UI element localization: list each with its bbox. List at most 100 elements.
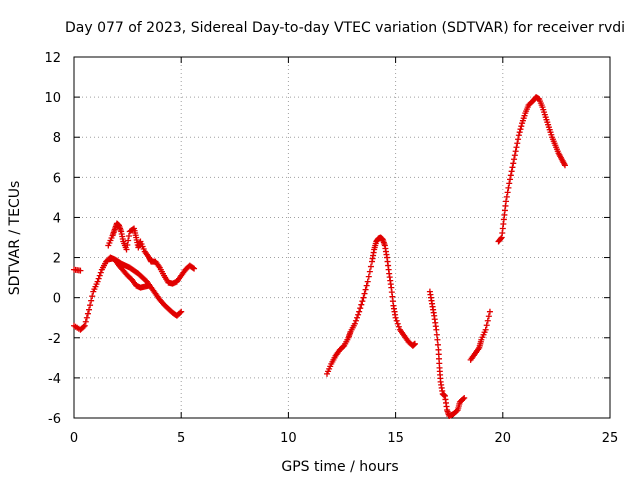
series-track-g bbox=[495, 94, 568, 245]
data-point bbox=[515, 136, 522, 143]
data-point bbox=[356, 308, 363, 315]
data-point bbox=[482, 326, 489, 333]
x-tick-labels: 0 5 10 15 20 25 bbox=[70, 431, 618, 446]
x-tick-label: 25 bbox=[602, 431, 619, 446]
data-point bbox=[123, 246, 130, 253]
data-point bbox=[483, 322, 490, 329]
data-point bbox=[97, 269, 104, 276]
data-point bbox=[357, 305, 364, 312]
series-track-a-start bbox=[71, 266, 84, 274]
series-track-c bbox=[105, 255, 185, 319]
data-point bbox=[94, 278, 101, 285]
x-tick-label: 10 bbox=[280, 431, 297, 446]
data-point bbox=[515, 132, 522, 139]
data-point bbox=[394, 320, 401, 327]
data-point bbox=[503, 198, 510, 205]
data-point bbox=[178, 308, 185, 315]
data-point bbox=[80, 323, 87, 330]
data-point bbox=[367, 263, 374, 270]
tick-layer bbox=[73, 56, 611, 419]
plot-frame bbox=[73, 56, 611, 419]
y-axis-label: SDTVAR / TECUs bbox=[7, 181, 23, 296]
data-point bbox=[486, 308, 493, 315]
data-point bbox=[395, 323, 402, 330]
x-tick-label: 0 bbox=[70, 431, 78, 446]
data-point bbox=[433, 331, 440, 338]
data-point bbox=[364, 278, 371, 285]
y-tick-label: -4 bbox=[48, 372, 61, 387]
series-track-f bbox=[467, 308, 493, 363]
data-point bbox=[86, 306, 93, 313]
data-point bbox=[509, 164, 516, 171]
data-point bbox=[507, 172, 514, 179]
data-point bbox=[351, 320, 358, 327]
data-point bbox=[411, 340, 418, 347]
x-tick-label: 5 bbox=[177, 431, 185, 446]
series-track-e bbox=[426, 288, 468, 419]
grid-layer bbox=[74, 57, 610, 418]
data-point bbox=[124, 242, 131, 249]
data-point bbox=[366, 268, 373, 275]
series-track-b bbox=[105, 220, 198, 287]
data-point bbox=[484, 317, 491, 324]
series-track-a bbox=[71, 254, 153, 333]
data-marks bbox=[71, 94, 568, 419]
data-point bbox=[191, 265, 198, 272]
data-point bbox=[177, 309, 184, 316]
data-point bbox=[434, 341, 441, 348]
data-point bbox=[508, 168, 515, 175]
data-point bbox=[504, 189, 511, 196]
data-point bbox=[511, 152, 518, 159]
data-point bbox=[514, 140, 521, 147]
data-point bbox=[354, 314, 361, 321]
data-point bbox=[561, 162, 568, 169]
data-point bbox=[506, 180, 513, 187]
data-point bbox=[95, 275, 102, 282]
data-point bbox=[87, 302, 94, 309]
y-tick-label: 6 bbox=[53, 171, 61, 186]
data-point bbox=[485, 313, 492, 320]
data-point bbox=[189, 264, 196, 271]
data-point bbox=[433, 326, 440, 333]
y-tick-label: 4 bbox=[53, 211, 61, 226]
data-point bbox=[513, 144, 520, 151]
y-tick-label: -6 bbox=[48, 412, 61, 427]
data-point bbox=[434, 336, 441, 343]
data-point bbox=[340, 343, 347, 350]
data-point bbox=[517, 126, 524, 133]
y-tick-label: 0 bbox=[53, 292, 61, 307]
data-point bbox=[359, 298, 366, 305]
data-point bbox=[83, 314, 90, 321]
data-point bbox=[96, 272, 103, 279]
data-point bbox=[362, 286, 369, 293]
y-tick-labels: -6 -4 -2 0 2 4 6 8 10 12 bbox=[44, 51, 61, 427]
data-point bbox=[355, 311, 362, 318]
x-tick-label: 15 bbox=[387, 431, 404, 446]
data-point bbox=[393, 317, 400, 324]
data-point bbox=[503, 193, 510, 200]
y-tick-label: 12 bbox=[44, 51, 61, 66]
data-point bbox=[518, 123, 525, 130]
data-point bbox=[511, 156, 518, 163]
data-point bbox=[84, 310, 91, 317]
series-track-d bbox=[323, 234, 418, 377]
x-tick-label: 20 bbox=[495, 431, 512, 446]
data-point bbox=[82, 318, 89, 325]
data-point bbox=[453, 407, 460, 414]
data-point bbox=[507, 176, 514, 183]
x-axis-label: GPS time / hours bbox=[281, 459, 398, 475]
y-tick-label: 2 bbox=[53, 252, 61, 267]
y-tick-label: 10 bbox=[44, 91, 61, 106]
data-point bbox=[358, 301, 365, 308]
data-point bbox=[516, 129, 523, 136]
y-tick-label: -2 bbox=[48, 332, 61, 347]
data-point bbox=[363, 282, 370, 289]
data-point bbox=[505, 184, 512, 191]
data-point bbox=[352, 317, 359, 324]
data-point bbox=[125, 237, 132, 244]
data-point bbox=[89, 293, 96, 300]
data-point bbox=[360, 294, 367, 301]
data-point bbox=[392, 314, 399, 321]
data-point bbox=[497, 235, 504, 242]
